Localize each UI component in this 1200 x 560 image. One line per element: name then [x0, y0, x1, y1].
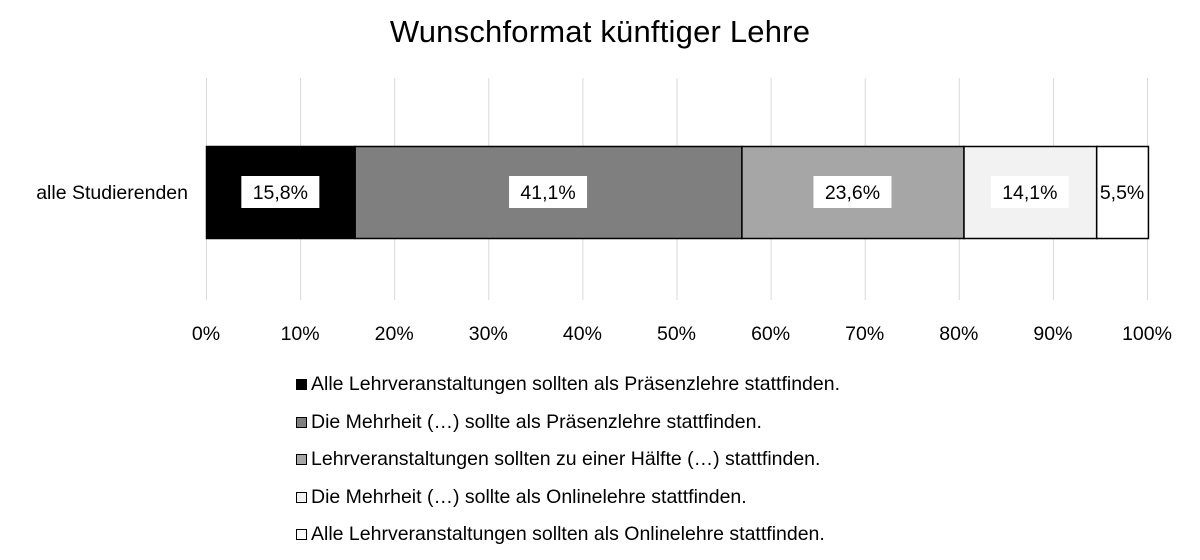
- legend-item: Alle Lehrveranstaltungen sollten als Onl…: [296, 516, 840, 554]
- data-label: 23,6%: [825, 182, 880, 204]
- category-label: alle Studierenden: [36, 182, 188, 204]
- x-tick-label: 60%: [751, 323, 790, 345]
- data-label: 14,1%: [1002, 182, 1057, 204]
- data-label: 15,8%: [253, 182, 308, 204]
- legend-swatch: [296, 529, 307, 541]
- legend: Alle Lehrveranstaltungen sollten als Prä…: [296, 366, 840, 554]
- x-tick-label: 20%: [375, 323, 414, 345]
- x-tick-label: 70%: [845, 323, 884, 345]
- data-label: 41,1%: [520, 182, 575, 204]
- x-tick-label: 50%: [657, 323, 696, 345]
- x-tick-label: 40%: [563, 323, 602, 345]
- legend-label: Lehrveranstaltungen sollten zu einer Häl…: [311, 448, 821, 471]
- data-label: 5,5%: [1100, 182, 1144, 204]
- data-label-box: [509, 176, 588, 208]
- legend-label: Die Mehrheit (…) sollte als Präsenzlehre…: [311, 410, 762, 433]
- legend-swatch: [296, 416, 307, 428]
- legend-item: Lehrveranstaltungen sollten zu einer Häl…: [296, 441, 840, 479]
- x-tick-label: 80%: [939, 323, 978, 345]
- x-tick-label: 10%: [281, 323, 320, 345]
- legend-swatch: [296, 454, 307, 466]
- data-label-box: [241, 176, 320, 208]
- chart-title: Wunschformat künftiger Lehre: [389, 14, 811, 49]
- x-tick-label: 0%: [192, 323, 220, 345]
- legend-swatch: [296, 379, 307, 391]
- legend-label: Die Mehrheit (…) sollte als Onlinelehre …: [311, 485, 747, 508]
- legend-swatch: [296, 491, 307, 503]
- x-tick-label: 100%: [1122, 323, 1172, 345]
- legend-item: Alle Lehrveranstaltungen sollten als Prä…: [296, 366, 840, 404]
- legend-item: Die Mehrheit (…) sollte als Präsenzlehre…: [296, 404, 840, 442]
- data-label-box: [990, 176, 1069, 208]
- legend-item: Die Mehrheit (…) sollte als Onlinelehre …: [296, 479, 840, 517]
- x-tick-label: 30%: [469, 323, 508, 345]
- data-label-box: [813, 176, 892, 208]
- legend-label: Alle Lehrveranstaltungen sollten als Prä…: [311, 373, 840, 396]
- bar-segment: [1095, 145, 1150, 240]
- legend-label: Alle Lehrveranstaltungen sollten als Onl…: [311, 523, 825, 546]
- x-tick-label: 90%: [1033, 323, 1072, 345]
